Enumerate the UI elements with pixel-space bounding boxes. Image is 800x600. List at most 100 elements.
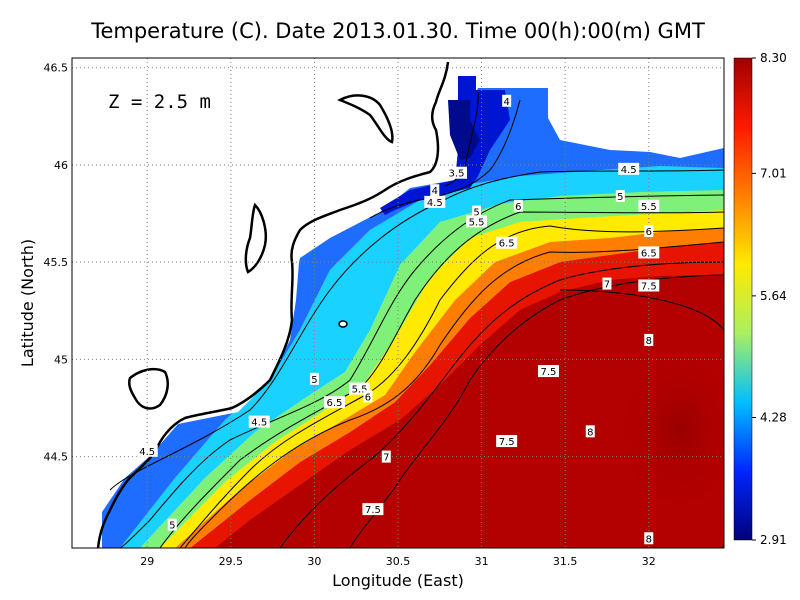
contour-label-bg [638, 246, 660, 259]
contour-label: 7 [602, 277, 612, 291]
coast-lake [127, 367, 169, 410]
contour-label: 4.5 [618, 162, 640, 176]
x-tick-label: 29 [140, 555, 154, 568]
contour-label-bg [644, 532, 654, 545]
contour-label-text: 7 [383, 453, 389, 464]
contour-label: 4.5 [136, 444, 158, 458]
contour-label-text: 8 [646, 534, 652, 545]
contour-label-text: 7.5 [499, 437, 515, 448]
land-coast-strip [72, 58, 440, 548]
contour-label: 8 [644, 333, 654, 347]
contour-label-text: 5.5 [641, 202, 657, 213]
contour-label-text: 4.5 [621, 165, 637, 176]
contour-label: 6.5 [496, 236, 518, 250]
contour-label-text: 4 [432, 186, 438, 197]
band-cyan [120, 162, 724, 548]
contour-4 [369, 99, 521, 219]
y-tick-label: 45.5 [44, 256, 69, 269]
contour-label-bg [585, 425, 595, 438]
contour-label-bg [638, 199, 660, 212]
contour-label-bg [362, 503, 384, 516]
grid-lines [72, 58, 724, 548]
colorbar-tick-label: 2.91 [760, 533, 787, 547]
band-yellow [160, 200, 724, 548]
contour-label-bg [323, 396, 345, 409]
contour-label-bg [502, 94, 512, 107]
contour-5 [119, 194, 724, 548]
colorbar: 2.91 4.28 5.64 7.01 8.30 [733, 51, 787, 547]
y-tick-label: 46.5 [44, 62, 69, 75]
contour-label-text: 6.5 [641, 248, 657, 259]
colorbar-tick-label: 7.01 [760, 166, 787, 180]
coast-lagoon [337, 94, 394, 144]
contour-label-bg [430, 184, 440, 197]
colorbar-tick-label: 5.64 [760, 289, 787, 303]
contour-6-5 [184, 241, 724, 548]
contour-label: 6.5 [638, 246, 660, 259]
contour-label-bg [363, 390, 373, 403]
band-orange [175, 220, 724, 548]
contour-label: 5.5 [466, 215, 488, 228]
contour-label-bg [472, 205, 482, 218]
contour-label-bg [136, 444, 158, 457]
contour-label: 7.5 [537, 365, 559, 378]
contour-label-bg [496, 435, 518, 448]
y-axis-ticks: 44.5 45 45.5 46 46.5 [44, 62, 69, 464]
contour-label: 6 [644, 225, 654, 238]
y-tick-label: 44.5 [44, 451, 69, 464]
x-axis-ticks: 29 29.5 30 30.5 31 31.5 32 [140, 555, 656, 568]
x-tick-label: 29.5 [219, 555, 244, 568]
contour-label-text: 4 [503, 97, 509, 108]
temperature-field [72, 58, 724, 548]
contour-label: 4 [430, 184, 440, 197]
contour-label: 5.5 [638, 199, 660, 213]
contour-label: 7.5 [638, 279, 660, 293]
contour-label-text: 3.5 [449, 169, 465, 180]
contour-8 [559, 289, 724, 331]
contour-label-text: 7 [604, 280, 610, 291]
contour-label: 4 [502, 94, 512, 108]
contour-label: 5 [309, 372, 319, 386]
contour-label-text: 6.5 [499, 239, 515, 250]
contour-label-bg [615, 190, 625, 203]
contour-label: 6 [513, 199, 523, 213]
contour-label-text: 4.5 [139, 447, 155, 458]
contour-label-text: 5 [617, 192, 623, 203]
contour-label-text: 4.5 [251, 418, 267, 429]
contour-label-text: 5.5 [469, 217, 485, 228]
contour-label-text: 6 [365, 392, 371, 403]
x-tick-label: 32 [642, 555, 656, 568]
contour-4-5 [109, 169, 724, 491]
coast-inlet [244, 202, 267, 274]
contour-label-bg [248, 415, 270, 428]
x-tick-label: 30.5 [386, 555, 411, 568]
contour-7 [279, 261, 724, 548]
contour-label-bg [496, 236, 518, 249]
chart-title: Temperature (C). Date 2013.01.30. Time 0… [90, 19, 705, 43]
contour-label: 8 [585, 425, 595, 438]
contour-label-text: 6 [515, 202, 521, 213]
contour-label-bg [537, 365, 559, 378]
contour-label-bg [309, 372, 319, 385]
x-tick-label: 30 [307, 555, 321, 568]
plot-frame [71, 57, 725, 549]
contour-label: 5 [615, 190, 625, 203]
contour-label-text: 7.5 [541, 367, 557, 378]
colorbar-gradient [733, 57, 753, 541]
contour-label-text: 7.5 [365, 505, 381, 516]
contour-label-text: 8 [646, 336, 652, 347]
contour-label-bg [618, 162, 640, 175]
contour-lines [109, 91, 724, 548]
contour-label-bg [602, 277, 612, 290]
contour-7-5 [349, 274, 724, 548]
contour-label-bg [513, 199, 523, 212]
contour-label-bg [167, 518, 177, 531]
x-axis-label: Longitude (East) [332, 571, 464, 590]
y-tick-label: 46 [54, 159, 68, 172]
contour-label: 6 [363, 390, 373, 403]
contour-label-bg [381, 450, 391, 463]
contour-label-bg [638, 279, 660, 292]
contour-labels: 4 3.5 4 4.5 4.5 5 5.5 5 5.5 6 6 6.5 6.5 7 7.5 8 7.5 8 7.5 7… [136, 94, 660, 545]
x-tick-label: 31.5 [553, 555, 578, 568]
contour-label-bg [644, 225, 654, 238]
